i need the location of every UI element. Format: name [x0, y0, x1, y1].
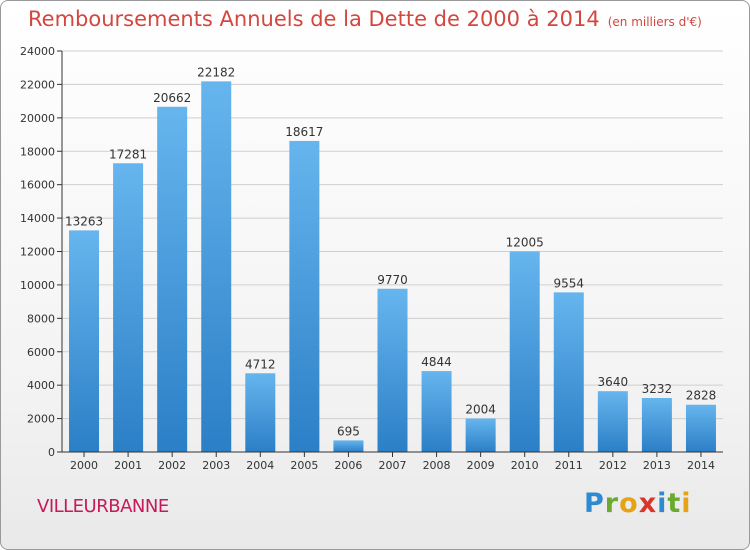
y-tick-label: 10000 — [20, 279, 55, 292]
bar — [201, 81, 232, 453]
data-labels: 13263 17281 20662 22182 4712 18617 695 9770 4844… — [65, 65, 716, 438]
logo-letter: i — [657, 488, 668, 519]
bar-value-label: 4844 — [421, 355, 452, 369]
bar-value-label: 695 — [337, 424, 360, 438]
bar-value-label: 12005 — [506, 235, 544, 249]
bar — [333, 440, 364, 452]
bar-value-label: 13263 — [65, 214, 103, 228]
x-tick-label: 2007 — [379, 459, 407, 472]
x-tick-label: 2006 — [334, 459, 362, 472]
bar — [377, 288, 408, 452]
bar — [69, 230, 100, 452]
bar-value-label: 18617 — [285, 125, 323, 139]
y-tick-label: 8000 — [27, 312, 55, 325]
x-tick-label: 2005 — [290, 459, 318, 472]
chart-subtitle: (en milliers d'€) — [607, 15, 702, 29]
bar-value-label: 9554 — [553, 276, 584, 290]
logo-letter: t — [667, 488, 682, 519]
y-tick-label: 14000 — [20, 212, 55, 225]
bar — [421, 371, 452, 452]
y-tick-label: 0 — [48, 446, 55, 459]
x-tick-label: 2009 — [467, 459, 495, 472]
logo-letter: x — [638, 488, 658, 519]
bars — [69, 81, 716, 453]
x-tick-label: 2004 — [246, 459, 274, 472]
chart-title: Remboursements Annuels de la Dette de 20… — [28, 7, 702, 31]
x-tick-label: 2000 — [70, 459, 98, 472]
x-tick-label: 2010 — [511, 459, 539, 472]
y-tick-label: 2000 — [27, 413, 55, 426]
bar — [509, 251, 540, 452]
bar — [157, 106, 188, 453]
y-tick-label: 24000 — [20, 45, 55, 58]
bar-value-label: 4712 — [245, 357, 276, 371]
logo-letter: o — [619, 488, 639, 519]
bar-value-label: 3640 — [598, 375, 629, 389]
bar — [553, 292, 584, 452]
bar-value-label: 3232 — [642, 382, 673, 396]
bar — [113, 163, 144, 452]
axes: 0 2000 4000 6000 8000 10000 12000 14000 16000 180… — [20, 45, 723, 472]
bar-value-label: 20662 — [153, 91, 191, 105]
bar — [289, 140, 320, 452]
x-tick-label: 2014 — [687, 459, 715, 472]
bar-value-label: 2004 — [465, 403, 496, 417]
x-tick-label: 2003 — [202, 459, 230, 472]
x-tick-label: 2008 — [423, 459, 451, 472]
chart-title-text: Remboursements Annuels de la Dette de 20… — [28, 7, 600, 31]
bar — [641, 397, 672, 452]
bar-value-label: 22182 — [197, 65, 235, 79]
bar — [465, 418, 496, 452]
logo-letter: i — [681, 488, 692, 519]
x-tick-label: 2001 — [114, 459, 142, 472]
x-tick-label: 2012 — [599, 459, 627, 472]
y-tick-label: 6000 — [27, 346, 55, 359]
logo-letter: r — [604, 488, 620, 519]
bar — [685, 404, 716, 452]
proxiti-logo: Proxiti — [584, 488, 692, 519]
bar-value-label: 2828 — [686, 389, 717, 403]
y-tick-label: 20000 — [20, 112, 55, 125]
y-tick-label: 12000 — [20, 246, 55, 259]
x-tick-label: 2002 — [158, 459, 186, 472]
y-tick-label: 4000 — [27, 379, 55, 392]
bar-value-label: 9770 — [377, 273, 408, 287]
bar — [245, 373, 276, 452]
x-tick-label: 2011 — [555, 459, 583, 472]
x-tick-label: 2013 — [643, 459, 671, 472]
y-tick-label: 22000 — [20, 78, 55, 91]
location-label: VILLEURBANNE — [37, 496, 169, 517]
y-tick-label: 16000 — [20, 179, 55, 192]
bar — [597, 391, 628, 452]
y-tick-label: 18000 — [20, 145, 55, 158]
logo-letter: P — [584, 488, 605, 519]
bar-value-label: 17281 — [109, 147, 147, 161]
